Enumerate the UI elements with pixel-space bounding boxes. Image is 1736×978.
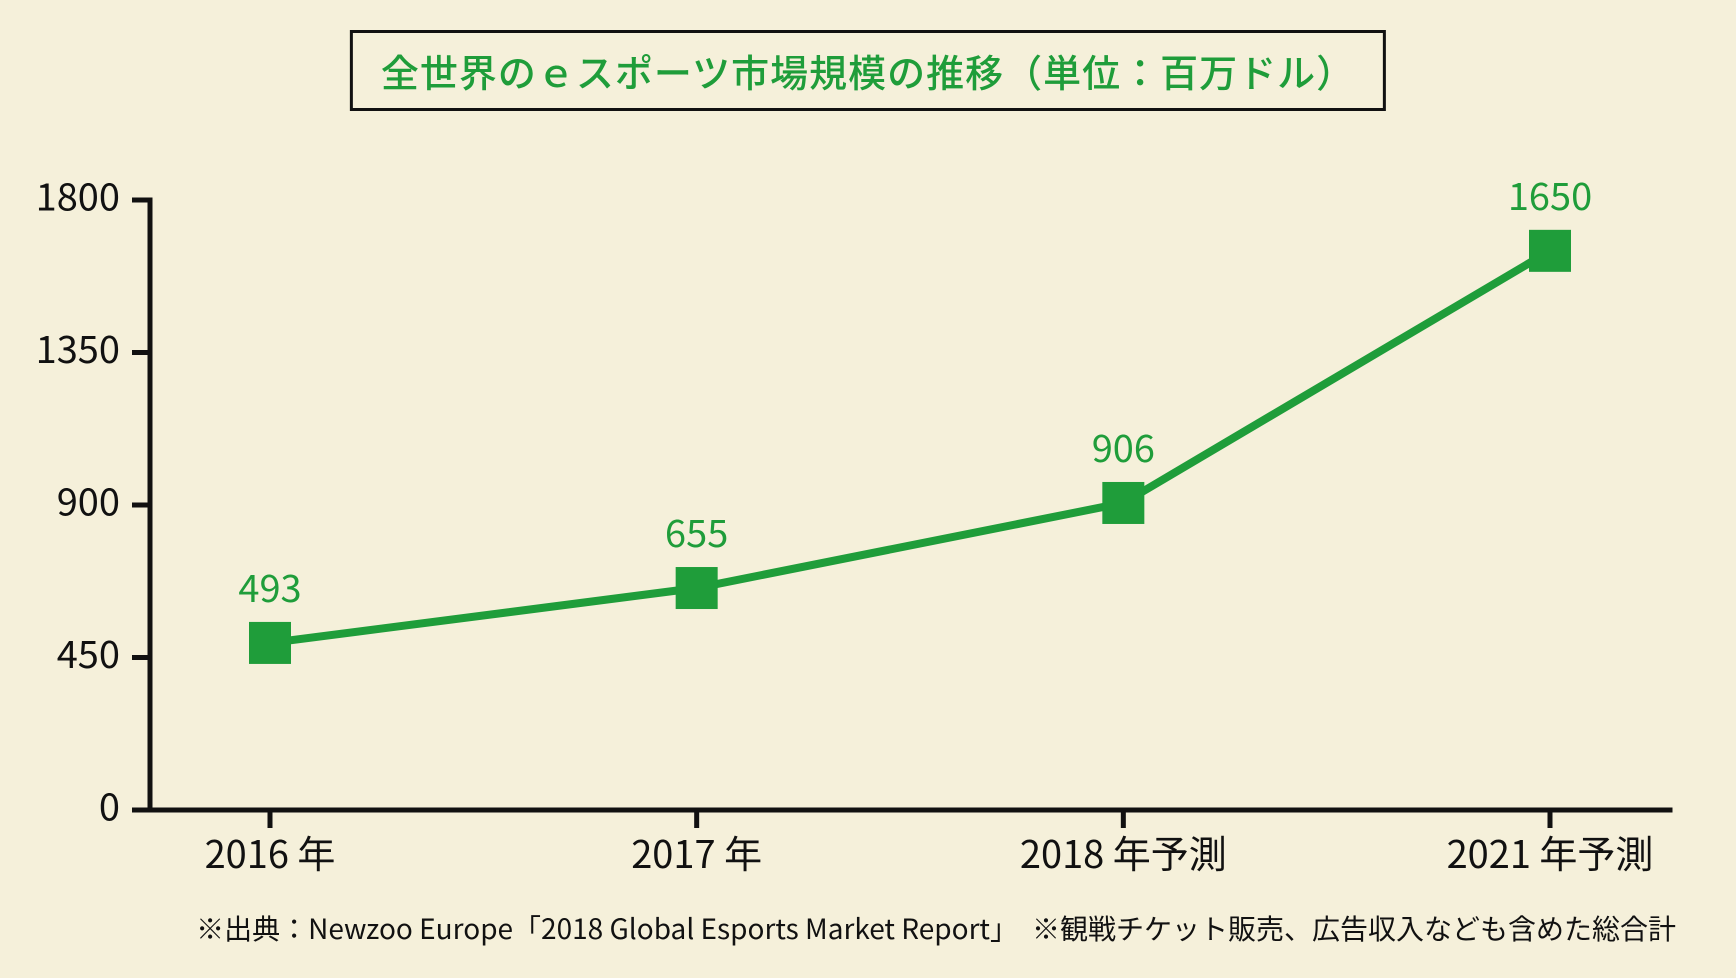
data-label: 906 bbox=[1092, 418, 1155, 473]
data-marker bbox=[1529, 230, 1571, 272]
x-tick-label: 2017 年 bbox=[631, 824, 762, 879]
y-tick-label: 0 bbox=[99, 776, 120, 831]
y-tick-label: 1800 bbox=[36, 166, 120, 221]
data-marker bbox=[249, 622, 291, 664]
y-tick-label: 1350 bbox=[36, 319, 120, 374]
chart-title: 全世界のｅスポーツ市場規模の推移（単位：百万ドル） bbox=[381, 43, 1355, 98]
chart-title-box: 全世界のｅスポーツ市場規模の推移（単位：百万ドル） bbox=[350, 30, 1386, 111]
data-label: 655 bbox=[665, 503, 728, 558]
x-tick-label: 2021 年予測 bbox=[1447, 824, 1654, 879]
chart-stage: 0 450 900 1350 1800 2016 年 2017 年 2018 年予測 2021 … bbox=[0, 0, 1736, 978]
chart-svg: 0 450 900 1350 1800 2016 年 2017 年 2018 年予測 2021 … bbox=[0, 0, 1736, 978]
x-tick-label: 2018 年予測 bbox=[1020, 824, 1227, 879]
data-label: 493 bbox=[238, 558, 301, 613]
series-line bbox=[270, 251, 1550, 643]
data-marker bbox=[676, 567, 718, 609]
y-tick-label: 900 bbox=[57, 471, 120, 526]
axes bbox=[150, 200, 1670, 810]
data-marker bbox=[1102, 482, 1144, 524]
data-label: 1650 bbox=[1508, 166, 1592, 221]
x-tick-label: 2016 年 bbox=[205, 824, 336, 879]
y-tick-label: 450 bbox=[57, 624, 120, 679]
chart-caption: ※出典：Newzoo Europe「2018 Global Esports Ma… bbox=[196, 908, 1676, 948]
